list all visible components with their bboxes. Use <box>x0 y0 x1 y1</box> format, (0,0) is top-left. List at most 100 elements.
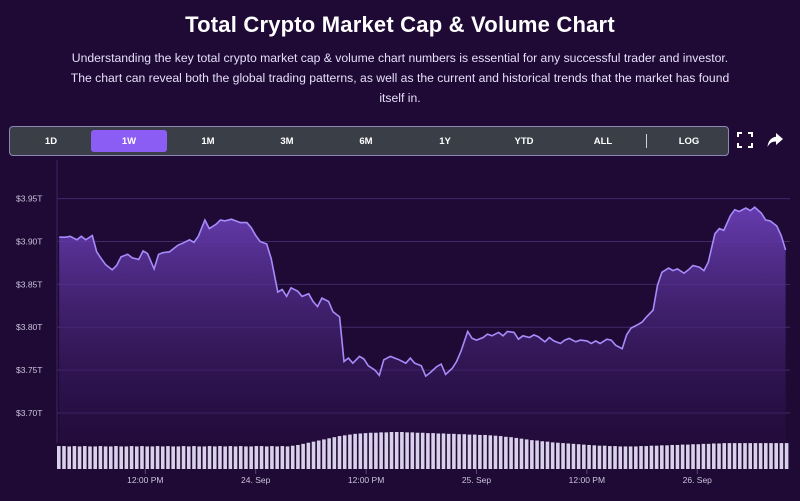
volume-bar <box>207 446 212 469</box>
volume-bar <box>426 433 430 469</box>
volume-bar <box>129 446 134 469</box>
range-button-ytd[interactable]: YTD <box>514 135 534 147</box>
volume-bar <box>145 446 149 469</box>
range-button-all[interactable]: ALL <box>593 135 613 147</box>
volume-bar <box>166 446 170 469</box>
range-button-1m[interactable]: 1M <box>201 135 215 147</box>
volume-bar <box>649 445 654 469</box>
volume-bar <box>732 443 737 469</box>
volume-bar <box>249 446 253 469</box>
volume-bar <box>337 436 342 469</box>
volume-bar <box>176 446 181 469</box>
volume-bar <box>103 446 108 469</box>
volume-bar <box>738 443 742 469</box>
y-axis-labels: $3.95T $3.90T $3.85T $3.80T $3.75T $3.70T <box>16 194 42 418</box>
volume-bar <box>238 446 243 469</box>
y-tick-label: $3.80T <box>16 322 42 332</box>
volume-bar <box>93 446 97 469</box>
volume-bar <box>311 441 316 469</box>
volume-bar <box>306 442 311 469</box>
volume-bar <box>467 434 472 469</box>
volume-bar <box>670 444 675 469</box>
fullscreen-icon[interactable] <box>736 131 754 149</box>
volume-bar <box>296 444 300 469</box>
volume-bar <box>784 443 789 469</box>
x-tick-label: 12:00 PM <box>127 475 163 485</box>
range-button-1d[interactable]: 1D <box>44 135 58 147</box>
volume-bar <box>452 433 456 469</box>
volume-bar <box>270 446 274 469</box>
volume-bar <box>592 445 597 469</box>
volume-bar <box>701 443 706 469</box>
page-title: Total Crypto Market Cap & Volume Chart <box>185 12 615 37</box>
range-button-1w[interactable]: 1W <box>91 130 167 152</box>
volume-bar <box>223 446 227 469</box>
volume-bar <box>301 443 305 469</box>
volume-bar <box>420 432 425 469</box>
volume-bar <box>290 445 295 469</box>
volume-bar <box>545 441 550 469</box>
range-toolbar: 1D 1W 1M 3M 6M 1Y YTD ALL LOG <box>9 126 729 156</box>
volume-bar <box>504 436 508 469</box>
volume-bar <box>384 432 389 469</box>
range-button-6m[interactable]: 6M <box>359 135 373 147</box>
volume-bar <box>67 446 71 469</box>
volume-bar <box>639 446 643 469</box>
range-button-3m[interactable]: 3M <box>280 135 294 147</box>
volume-bar <box>686 444 690 469</box>
log-scale-button[interactable]: LOG <box>678 135 700 147</box>
volume-bar <box>660 445 664 469</box>
volume-bar <box>613 446 617 469</box>
volume-bar <box>332 437 337 469</box>
volume-bar <box>368 432 373 469</box>
volume-bar <box>514 437 519 469</box>
volume-bar <box>57 446 61 469</box>
volume-bar <box>322 439 326 469</box>
volume-bar <box>327 438 331 469</box>
volume-bar <box>140 446 144 469</box>
volume-bar <box>623 446 628 469</box>
volume-bar <box>150 446 155 469</box>
volume-bar <box>680 444 685 469</box>
y-tick-label: $3.95T <box>16 194 42 204</box>
volume-bar <box>571 443 576 469</box>
volume-bar <box>192 446 196 469</box>
volume-bar <box>275 446 279 469</box>
volume-bar <box>727 443 732 469</box>
volume-bar <box>644 446 649 469</box>
y-tick-label: $3.85T <box>16 279 42 289</box>
volume-bar <box>108 446 113 469</box>
share-icon[interactable] <box>766 131 784 149</box>
volume-bar <box>550 442 555 469</box>
volume-bar <box>114 446 118 469</box>
volume-bar <box>82 446 87 469</box>
volume-bars <box>57 432 789 469</box>
volume-bar <box>441 433 446 469</box>
volume-bar <box>415 432 420 469</box>
volume-bar <box>530 440 534 469</box>
volume-bar <box>405 432 409 469</box>
volume-bar <box>696 444 701 469</box>
volume-bar <box>462 434 467 469</box>
volume-bar <box>254 446 259 469</box>
volume-bar <box>218 446 222 469</box>
volume-bar <box>519 438 524 469</box>
volume-bar <box>88 446 92 469</box>
volume-bar <box>446 433 451 469</box>
volume-bar <box>457 434 461 469</box>
y-tick-label: $3.90T <box>16 236 42 246</box>
volume-bar <box>98 446 103 469</box>
page-description: Understanding the key total crypto marke… <box>70 51 730 105</box>
volume-bar <box>202 446 207 469</box>
volume-bar <box>779 443 784 469</box>
volume-bar <box>706 443 711 469</box>
range-button-1y[interactable]: 1Y <box>439 135 451 147</box>
volume-bar <box>608 446 612 469</box>
volume-bar <box>62 446 66 469</box>
volume-bar <box>618 446 623 469</box>
volume-bar <box>712 443 716 469</box>
volume-bar <box>394 432 399 469</box>
volume-bar <box>748 443 753 469</box>
volume-bar <box>72 446 77 469</box>
volume-bar <box>665 445 669 469</box>
